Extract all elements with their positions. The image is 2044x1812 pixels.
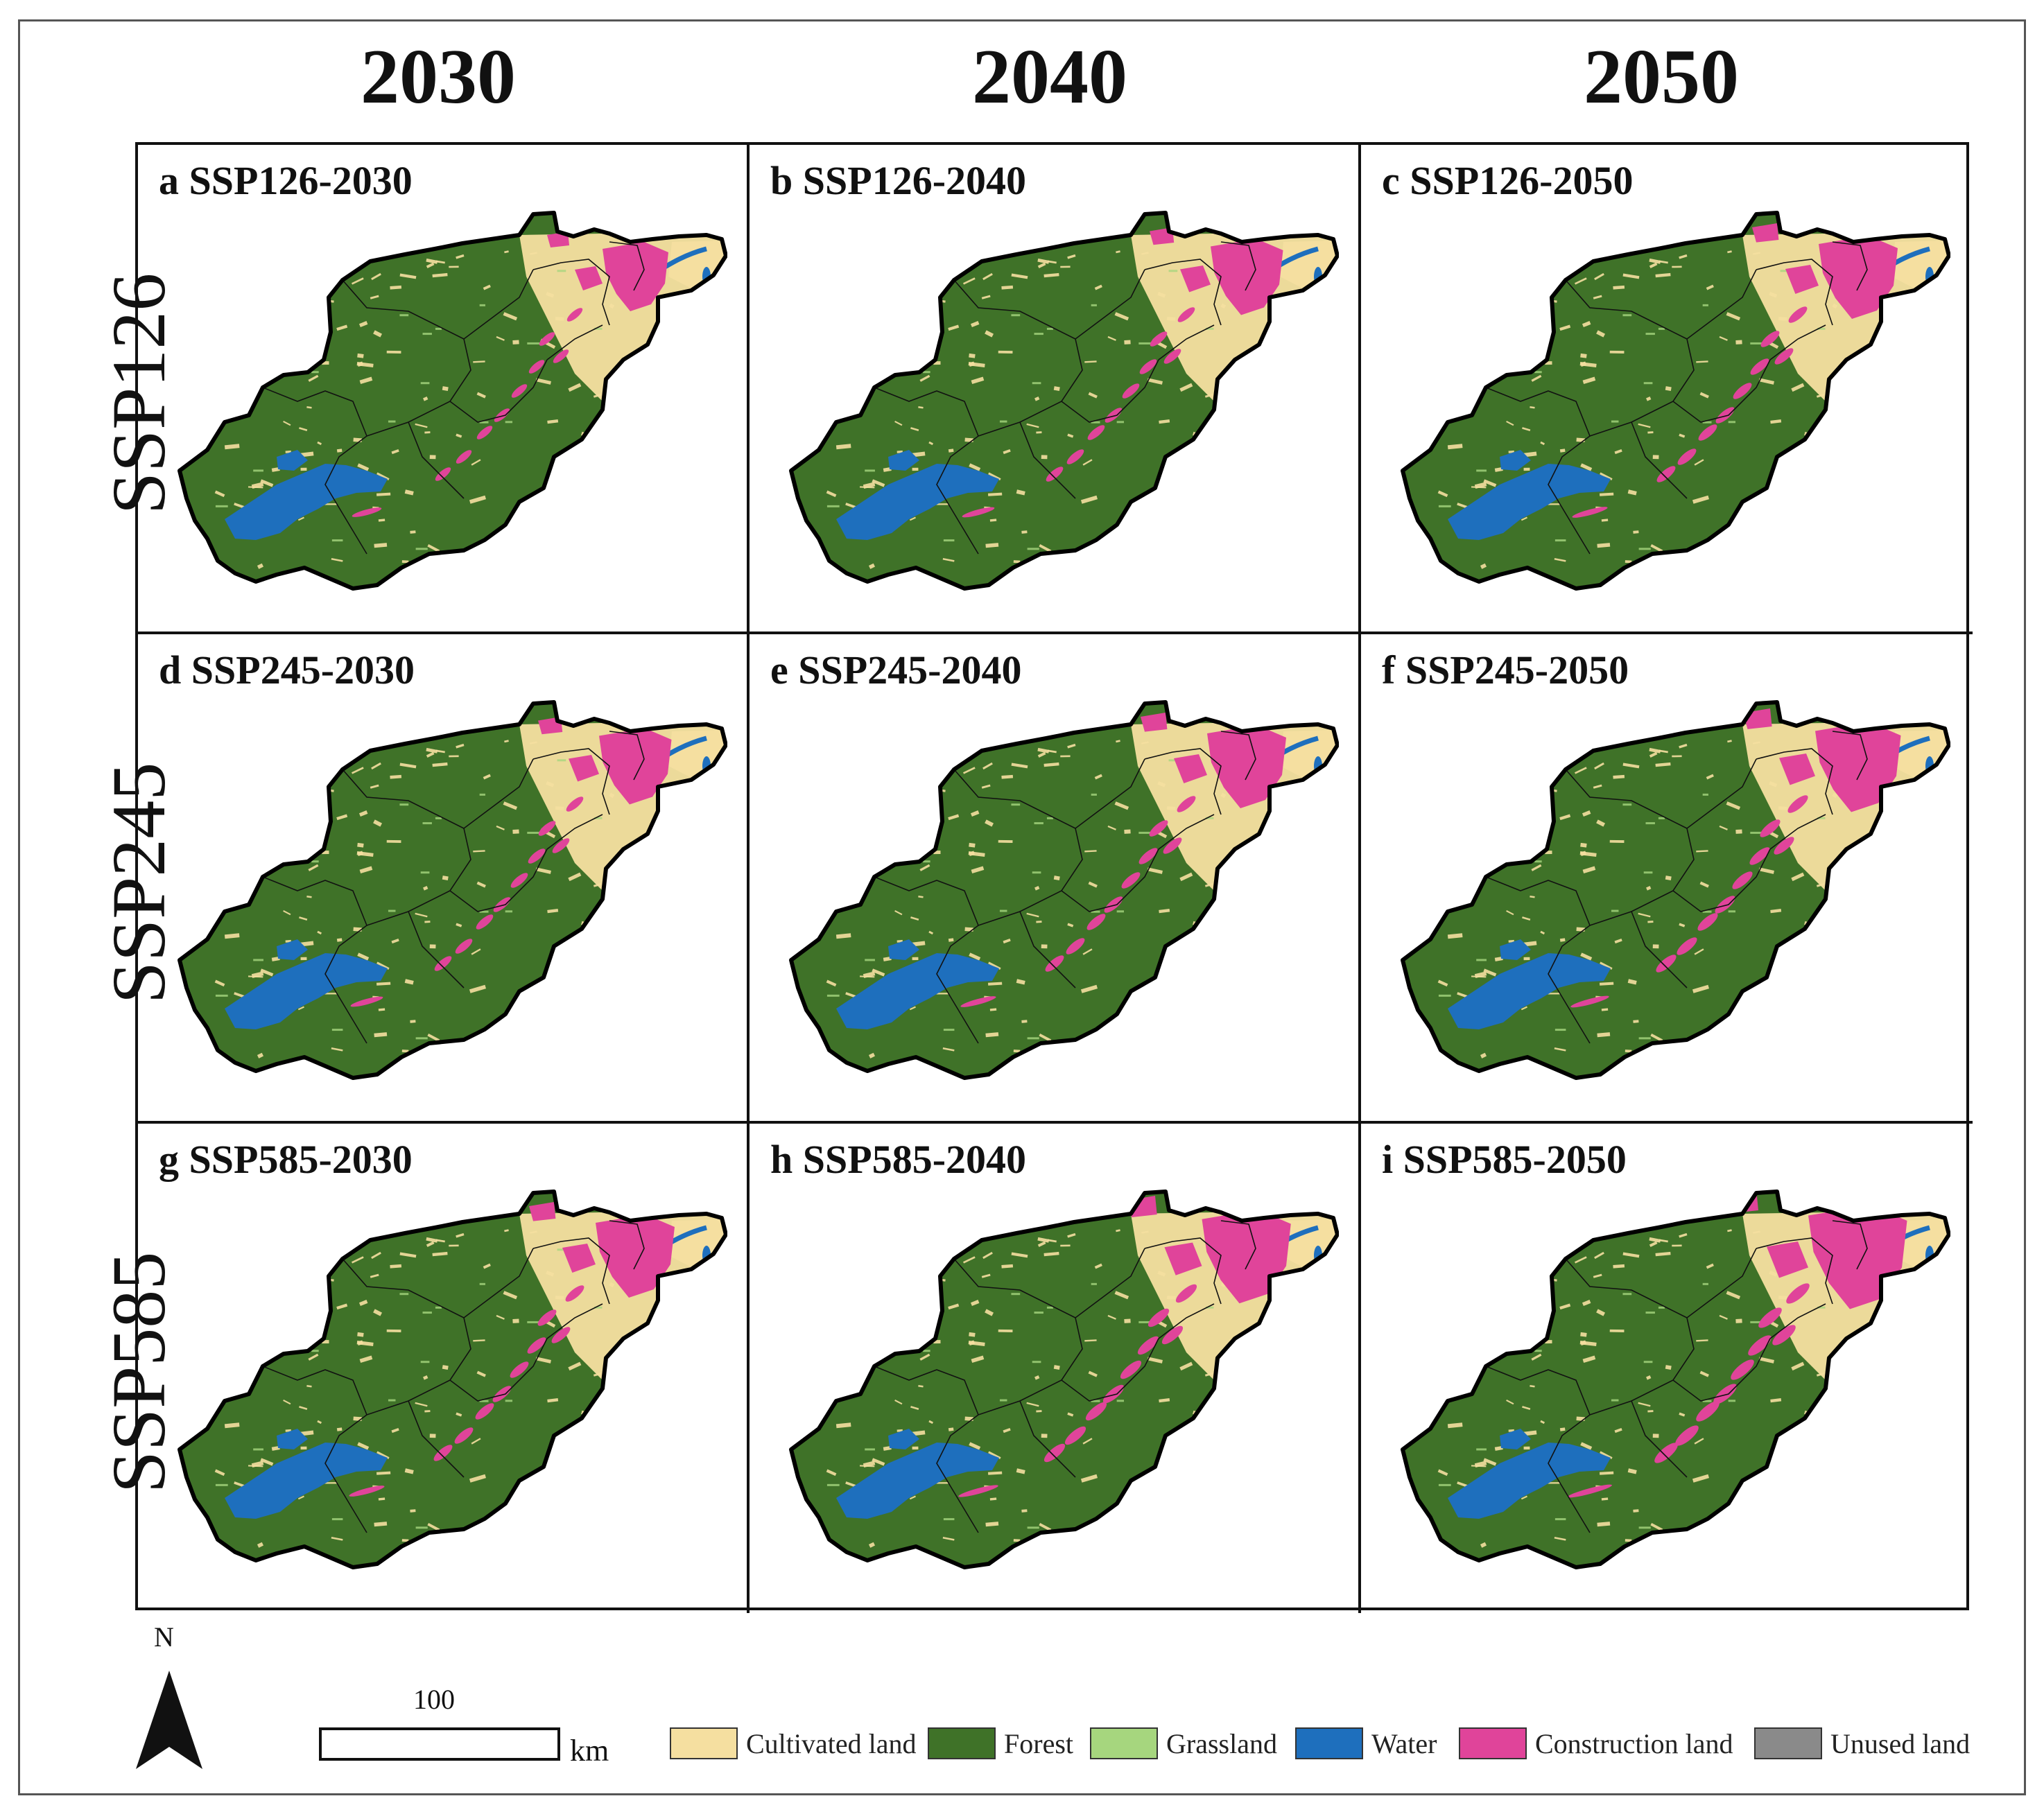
map-panel: i SSP585-2050	[1361, 1124, 1973, 1613]
scale-value: 100	[413, 1684, 455, 1715]
land-use-map	[177, 1190, 727, 1569]
legend-swatch	[1090, 1727, 1158, 1759]
legend-swatch	[670, 1727, 738, 1759]
legend-item-unused: Unused land	[1754, 1726, 1970, 1761]
panel-label: i SSP585-2050	[1382, 1137, 1627, 1182]
legend-item-water: Water	[1295, 1726, 1437, 1761]
legend-item-cultivated: Cultivated land	[670, 1726, 917, 1761]
column-header-2050: 2050	[1584, 34, 1739, 120]
legend-swatch	[1459, 1727, 1527, 1759]
panel-label: a SSP126-2030	[159, 158, 413, 203]
figure-frame	[18, 19, 2026, 1795]
legend-label: Grassland	[1166, 1727, 1277, 1759]
panel-label: g SSP585-2030	[159, 1137, 413, 1182]
map-grid: a SSP126-2030 b SSP126-2040 c SSP126-205…	[135, 142, 1973, 1613]
legend-swatch	[1295, 1727, 1363, 1759]
land-use-map	[789, 700, 1339, 1080]
map-panel: d SSP245-2030	[138, 634, 750, 1124]
map-panel: a SSP126-2030	[138, 145, 750, 634]
legend-label: Water	[1371, 1727, 1437, 1759]
scale-unit: km	[570, 1734, 609, 1768]
panel-label: f SSP245-2050	[1382, 647, 1629, 692]
map-panel: f SSP245-2050	[1361, 634, 1973, 1124]
panel-label: e SSP245-2040	[770, 647, 1022, 692]
map-panel: h SSP585-2040	[750, 1124, 1361, 1613]
land-use-map	[1401, 211, 1950, 591]
legend-swatch	[928, 1727, 996, 1759]
legend-label: Cultivated land	[746, 1727, 917, 1759]
north-label: N	[154, 1621, 174, 1653]
panel-label: b SSP126-2040	[770, 158, 1027, 203]
legend-swatch	[1754, 1727, 1822, 1759]
legend-item-grassland: Grassland	[1090, 1726, 1277, 1761]
map-panel: b SSP126-2040	[750, 145, 1361, 634]
north-arrow-icon	[136, 1671, 202, 1769]
column-header-2030: 2030	[361, 34, 516, 120]
legend-label: Forest	[1004, 1727, 1073, 1759]
scale-bar	[319, 1727, 560, 1761]
legend-item-forest: Forest	[928, 1726, 1073, 1761]
panel-label: d SSP245-2030	[159, 647, 415, 692]
land-use-map	[789, 1190, 1339, 1569]
legend-label: Construction land	[1535, 1727, 1733, 1759]
legend-item-construction: Construction land	[1459, 1726, 1733, 1761]
map-panel: c SSP126-2050	[1361, 145, 1973, 634]
legend-label: Unused land	[1830, 1727, 1971, 1759]
column-header-2040: 2040	[972, 34, 1127, 120]
panel-label: c SSP126-2050	[1382, 158, 1634, 203]
land-use-map	[177, 700, 727, 1080]
map-panel: g SSP585-2030	[138, 1124, 750, 1613]
land-use-map	[1401, 700, 1950, 1080]
panel-label: h SSP585-2040	[770, 1137, 1027, 1182]
land-use-map	[177, 211, 727, 591]
land-use-map	[1401, 1190, 1950, 1569]
map-panel: e SSP245-2040	[750, 634, 1361, 1124]
land-use-map	[789, 211, 1339, 591]
